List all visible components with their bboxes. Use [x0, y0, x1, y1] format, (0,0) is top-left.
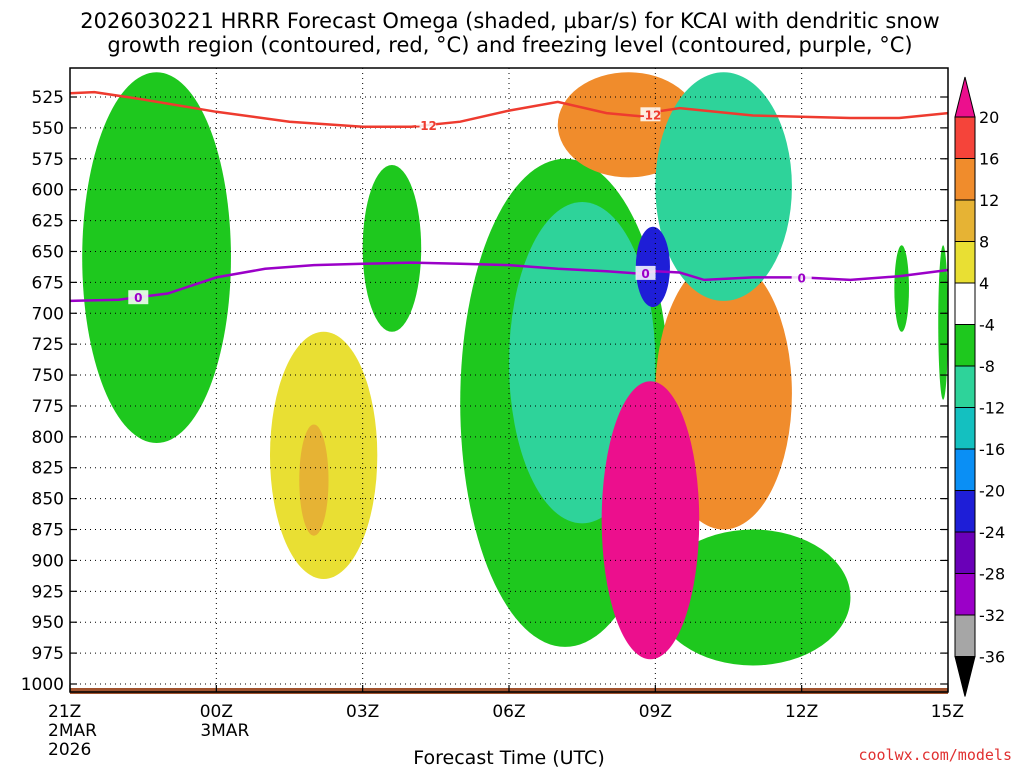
xtick-label-12Z: 12Z	[785, 702, 818, 722]
contour-label-bg	[128, 290, 149, 305]
colorbar-label-12: 12	[979, 191, 999, 210]
omega-region-lift-10z-upper	[655, 72, 792, 301]
colorbar-label--16: -16	[979, 440, 1005, 459]
colorbar-label--24: -24	[979, 523, 1005, 542]
omega-region-lift-15z-edge	[938, 245, 948, 400]
plot-area: -12 -12 0 0 0	[69, 67, 949, 694]
colorbar-bottom-arrow	[954, 656, 976, 697]
ytick-label-575: 575	[32, 150, 64, 170]
colorbar-bin--16--12	[954, 407, 976, 450]
xtick-label-00Z: 00Z	[200, 702, 233, 722]
colorbar-label-8: 8	[979, 233, 989, 252]
ytick-label-925: 925	[32, 582, 64, 602]
ytick-label-750: 750	[32, 366, 64, 386]
xtick-sublabel-2MAR: 2MAR	[48, 721, 97, 741]
credit-text: coolwx.com/models	[858, 746, 1012, 764]
colorbar-bin-12-16	[954, 158, 976, 201]
ytick-label-875: 875	[32, 521, 64, 541]
omega-region-lift-13z	[894, 245, 909, 332]
ytick-label-675: 675	[32, 273, 64, 293]
x-axis-title: Forecast Time (UTC)	[413, 747, 604, 768]
contour-label-red: -12	[640, 108, 662, 122]
ytick-label-850: 850	[32, 490, 64, 510]
ytick-label-1000: 1000	[21, 675, 64, 695]
contour-label-purple: 0	[134, 291, 142, 305]
colorbar-top-arrow	[954, 76, 976, 118]
omega-region-lift-core-upper-left	[82, 72, 231, 444]
colorbar-label--32: -32	[979, 606, 1005, 625]
ytick-label-950: 950	[32, 613, 64, 633]
ytick-label-650: 650	[32, 242, 64, 262]
colorbar-bin--12--8	[954, 365, 976, 408]
ytick-label-800: 800	[32, 428, 64, 448]
xtick-sublabel-3MAR: 3MAR	[200, 721, 249, 741]
omega-region-lift-03z	[362, 164, 422, 332]
ytick-label-525: 525	[32, 88, 64, 108]
ytick-label-700: 700	[32, 304, 64, 324]
colorbar-bin--36--32	[954, 614, 976, 657]
contour-label-bg	[791, 270, 812, 285]
colorbar-label--12: -12	[979, 399, 1005, 418]
ytick-label-725: 725	[32, 335, 64, 355]
colorbar-bin--8--4	[954, 324, 976, 367]
xtick-label-21Z: 21Z	[48, 702, 81, 722]
ytick-label-625: 625	[32, 212, 64, 232]
colorbar-bin--24--20	[954, 490, 976, 533]
ytick-label-825: 825	[32, 459, 64, 479]
contour-label-bg	[640, 107, 661, 122]
xtick-label-03Z: 03Z	[346, 702, 379, 722]
colorbar-label--4: -4	[979, 316, 995, 335]
contour-label-bg	[635, 265, 656, 280]
ytick-label-975: 975	[32, 644, 64, 664]
colorbar-label--8: -8	[979, 357, 995, 376]
colorbar-bin-16-20	[954, 116, 976, 159]
colorbar-label-16: 16	[979, 150, 999, 169]
colorbar-label--20: -20	[979, 482, 1005, 501]
colorbar-label-4: 4	[979, 274, 989, 293]
omega-region-sink-08z-lower	[601, 381, 700, 660]
ytick-label-775: 775	[32, 397, 64, 417]
contour-purple-0	[69, 261, 949, 303]
contour-label-purple: 0	[797, 271, 805, 285]
colorbar-bin--20--16	[954, 448, 976, 491]
omega-shading	[82, 72, 948, 666]
colorbar-bin--4-4	[954, 282, 976, 325]
colorbar-bin--32--28	[954, 573, 976, 616]
omega-region-lift-small-0z	[206, 177, 222, 246]
xtick-sublabel-2026: 2026	[48, 740, 91, 760]
xtick-label-15Z: 15Z	[931, 702, 964, 722]
xtick-label-09Z: 09Z	[639, 702, 672, 722]
contour-label-red: -12	[415, 119, 437, 133]
colorbar-bin--28--24	[954, 531, 976, 574]
xtick-label-06Z: 06Z	[492, 702, 525, 722]
chart-title-line1: 2026030221 HRRR Forecast Omega (shaded, …	[80, 9, 939, 33]
colorbar-label--28: -28	[979, 565, 1005, 584]
ytick-label-900: 900	[32, 551, 64, 571]
y-axis: 525 550 575 600 625 650 675 700 725 750 775 800 825 8…	[21, 88, 948, 695]
colorbar-label--36: -36	[979, 648, 1005, 667]
omega-region-sink-02z-core	[299, 424, 329, 536]
colorbar-bin-8-12	[954, 199, 976, 242]
colorbar-label-20: 20	[979, 108, 999, 127]
contour-label-purple: 0	[641, 267, 649, 281]
ytick-label-550: 550	[32, 119, 64, 139]
contour-label-bg	[416, 118, 437, 133]
contour-red--12	[69, 90, 949, 128]
ytick-label-600: 600	[32, 181, 64, 201]
chart-title-line2: growth region (contoured, red, °C) and f…	[107, 33, 912, 57]
colorbar-bin-4-8	[954, 241, 976, 284]
colorbar: 20 16 12 8 4 -4 -8 -12 -16 -20 -24 -28 -32 -36	[954, 76, 1005, 697]
